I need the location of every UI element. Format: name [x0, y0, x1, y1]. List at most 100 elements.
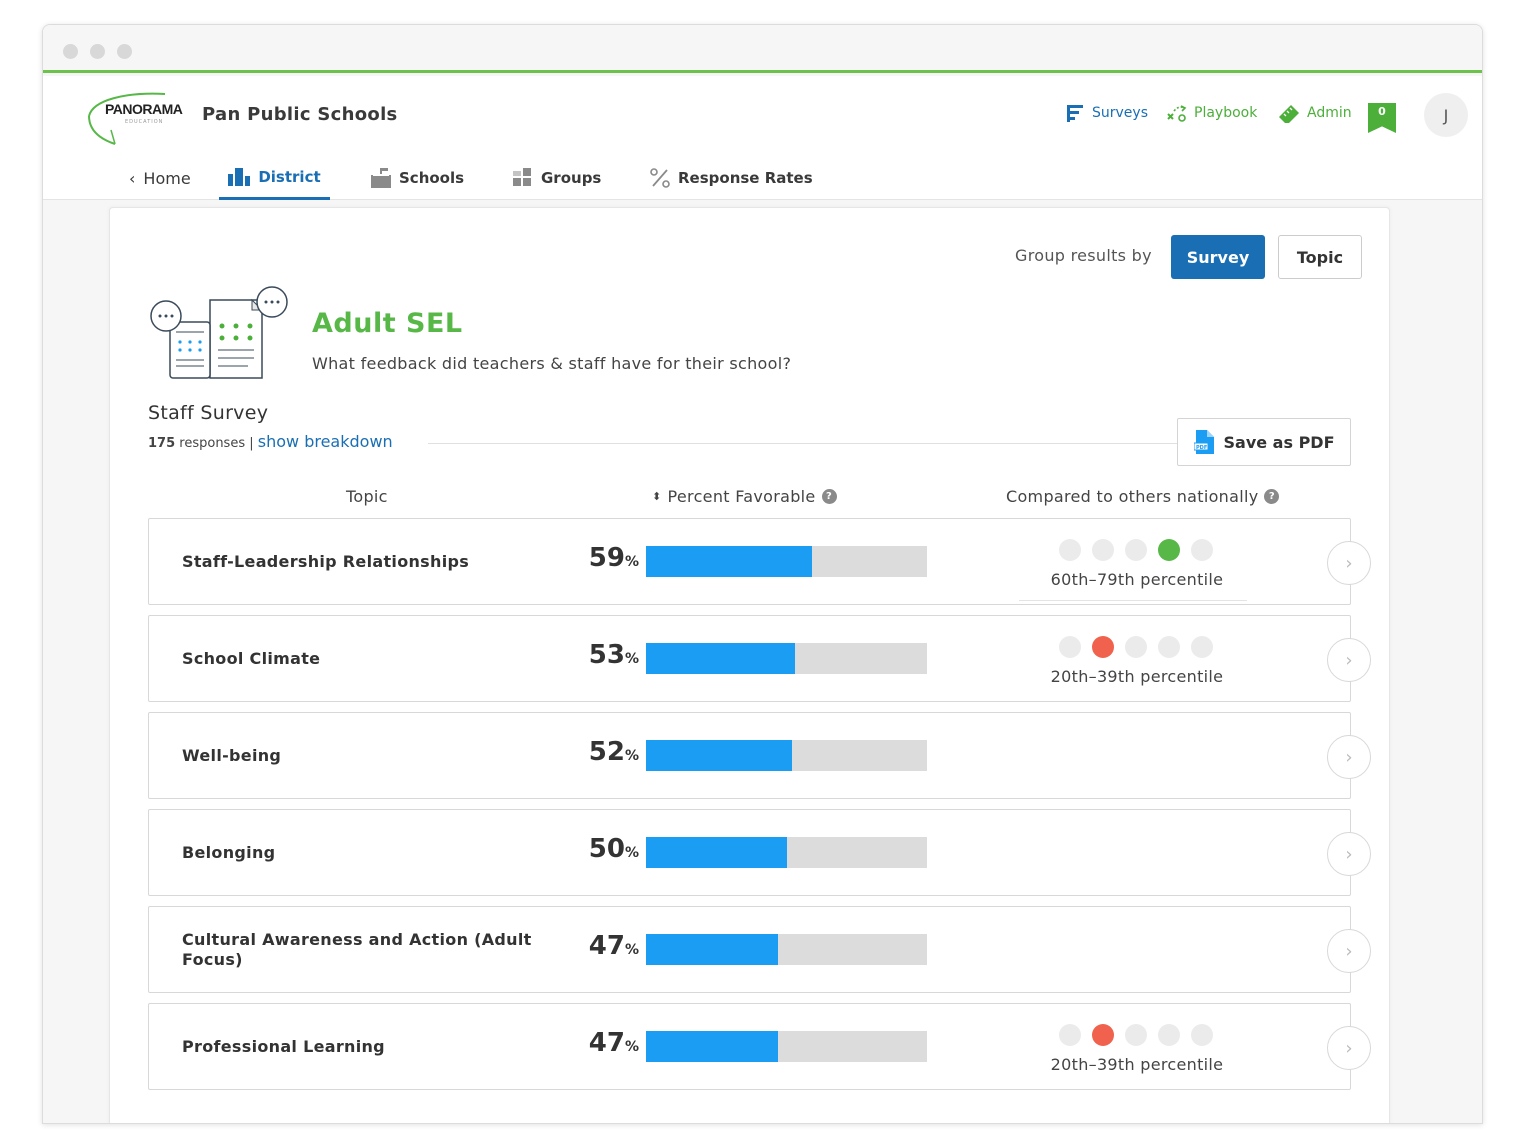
tab-groups[interactable]: Groups — [513, 156, 601, 200]
percent-sign: % — [624, 845, 639, 861]
percentile-label: 60th–79th percentile — [1050, 570, 1224, 589]
percent-favorable: 59% — [544, 543, 639, 573]
favorable-bar — [646, 740, 927, 771]
percent-favorable: 50% — [544, 834, 639, 864]
column-header-compared: Compared to others nationally ? — [1006, 487, 1280, 506]
panorama-logo[interactable]: PANORAMA EDUCATION — [85, 86, 187, 148]
topic-name: Belonging — [182, 842, 276, 862]
percent-favorable: 52% — [544, 737, 639, 767]
groups-icon — [513, 168, 531, 186]
logo-subtext: EDUCATION — [125, 119, 164, 125]
favorable-bar — [646, 546, 927, 577]
favorable-bar — [646, 934, 927, 965]
topic-row[interactable]: Professional Learning 47% 20th–39th percen… — [148, 1003, 1371, 1090]
nav-playbook-label: Playbook — [1194, 105, 1258, 121]
help-icon[interactable]: ? — [821, 489, 837, 504]
chevron-right-icon[interactable]: › — [1327, 832, 1371, 876]
topic-name: School Climate — [182, 648, 321, 668]
chevron-left-icon: ‹ — [129, 168, 136, 188]
chevron-right-icon[interactable]: › — [1327, 638, 1371, 682]
nav-surveys-label: Surveys — [1092, 105, 1148, 121]
percentile-dot — [1092, 539, 1114, 561]
survey-question: What feedback did teachers & staff have … — [312, 354, 792, 373]
percentile-label: 20th–39th percentile — [1050, 1055, 1224, 1074]
column-topic-label: Topic — [346, 487, 388, 506]
survey-title: Adult SEL — [312, 308, 463, 339]
topic-row[interactable]: Well-being 52% › — [148, 712, 1371, 799]
tab-response-rates-label: Response Rates — [678, 169, 813, 187]
percentile-dot — [1191, 1024, 1213, 1046]
percentile-dots — [1059, 1024, 1213, 1046]
percent-value: 47 — [588, 1028, 625, 1058]
percent-sign: % — [624, 748, 639, 764]
percentile-dot — [1092, 1024, 1114, 1046]
percentile-dot — [1191, 539, 1213, 561]
percentile-dot — [1158, 539, 1180, 561]
ruler-icon — [1279, 105, 1299, 123]
logo-swoosh-icon — [88, 92, 166, 145]
response-count: 175 — [148, 436, 176, 451]
percentile-dot — [1059, 636, 1081, 658]
tab-home[interactable]: ‹ Home — [129, 156, 191, 200]
group-by-topic-button[interactable]: Topic — [1278, 235, 1362, 279]
save-as-pdf-button[interactable]: PDF Save as PDF — [1177, 418, 1351, 466]
district-icon — [228, 167, 251, 186]
topic-name: Professional Learning — [182, 1036, 385, 1056]
percentile-dot — [1191, 636, 1213, 658]
column-header-topic: Topic — [346, 487, 388, 506]
percent-icon — [650, 168, 670, 188]
percent-favorable: 47% — [544, 1028, 639, 1058]
tab-schools[interactable]: Schools — [371, 156, 464, 200]
app-header: PANORAMA EDUCATION Pan Public Schools Su… — [43, 76, 1482, 200]
favorable-bar — [646, 1031, 927, 1062]
topic-name: Staff-Leadership Relationships — [182, 551, 470, 571]
group-by-survey-button[interactable]: Survey — [1171, 235, 1265, 279]
column-header-percent-favorable[interactable]: ⬍ Percent Favorable ? — [652, 487, 837, 506]
percentile-dots — [1059, 539, 1213, 561]
favorable-bar-fill — [646, 643, 795, 674]
response-summary: 175 responses | show breakdown — [148, 432, 393, 451]
percent-value: 59 — [588, 543, 625, 573]
window-titlebar — [43, 25, 1482, 73]
logo-wordmark: PANORAMA — [105, 101, 183, 117]
divider — [428, 443, 1178, 444]
favorable-bar-fill — [646, 837, 787, 868]
window-close-dot[interactable] — [63, 44, 78, 59]
percentile-dot — [1158, 636, 1180, 658]
window-minimize-dot[interactable] — [90, 44, 105, 59]
percent-value: 47 — [588, 931, 625, 961]
percent-sign: % — [624, 554, 639, 570]
show-breakdown-link[interactable]: show breakdown — [257, 432, 393, 451]
topic-row[interactable]: School Climate 53% 20th–39th percentile › — [148, 615, 1371, 702]
column-compared-label: Compared to others nationally — [1006, 487, 1259, 506]
topic-row[interactable]: Belonging 50% › — [148, 809, 1371, 896]
percentile-dot — [1092, 636, 1114, 658]
topic-list: Staff-Leadership Relationships 59% 60th–79… — [148, 518, 1371, 1100]
survey-name: Staff Survey — [148, 402, 269, 424]
nav-surveys[interactable]: Surveys — [1066, 103, 1148, 123]
nav-admin-label: Admin — [1307, 105, 1352, 121]
help-icon[interactable]: ? — [1264, 489, 1280, 504]
chevron-right-icon[interactable]: › — [1327, 1026, 1371, 1070]
topic-row[interactable]: Staff-Leadership Relationships 59% 60th–79… — [148, 518, 1371, 605]
nav-admin[interactable]: Admin — [1277, 103, 1352, 123]
nav-playbook[interactable]: Playbook — [1166, 103, 1257, 123]
chevron-right-icon[interactable]: › — [1327, 929, 1371, 973]
user-avatar[interactable]: J — [1424, 93, 1468, 137]
sort-icon: ⬍ — [652, 490, 662, 503]
percentile-dots — [1059, 636, 1213, 658]
playbook-icon — [1167, 105, 1187, 122]
tab-district[interactable]: District — [219, 156, 330, 200]
percent-favorable: 53% — [544, 640, 639, 670]
topic-row[interactable]: Cultural Awareness and Action (Adult Foc… — [148, 906, 1371, 993]
favorable-bar-fill — [646, 1031, 779, 1062]
tab-response-rates[interactable]: Response Rates — [650, 156, 813, 200]
chevron-right-icon[interactable]: › — [1327, 735, 1371, 779]
window-maximize-dot[interactable] — [117, 44, 132, 59]
percent-sign: % — [624, 651, 639, 667]
chevron-right-icon[interactable]: › — [1327, 541, 1371, 585]
percentile-dot — [1125, 539, 1147, 561]
notifications-bookmark-icon[interactable]: 0 — [1368, 103, 1396, 133]
results-panel: Group results by Survey Topic Adult SEL … — [109, 207, 1390, 1123]
percent-sign: % — [624, 942, 639, 958]
